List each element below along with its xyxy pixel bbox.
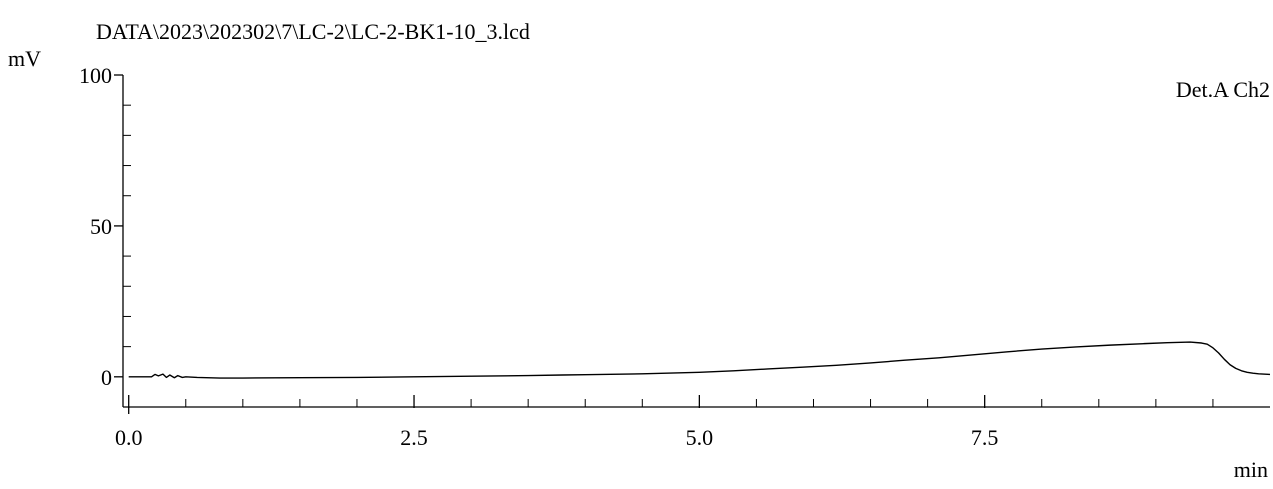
x-tick-label: 2.5 — [400, 425, 428, 450]
x-tick-label: 0.0 — [115, 425, 143, 450]
x-axis-label: min — [1234, 457, 1268, 482]
y-tick-label: 50 — [90, 214, 112, 239]
y-tick-label: 0 — [101, 365, 112, 390]
y-tick-label: 100 — [79, 63, 112, 88]
x-tick-label: 7.5 — [971, 425, 999, 450]
x-tick-label: 5.0 — [686, 425, 714, 450]
y-axis-label: mV — [8, 46, 41, 71]
axes: 0 50 100 0.0 2.5 5.0 7.5 — [79, 63, 1270, 450]
series-line — [128, 341, 1271, 379]
chart-title: DATA\2023\202302\7\LC-2\LC-2-BK1-10_3.lc… — [96, 19, 530, 44]
legend-label: Det.A Ch2 — [1176, 77, 1270, 102]
series-layer — [128, 341, 1271, 379]
